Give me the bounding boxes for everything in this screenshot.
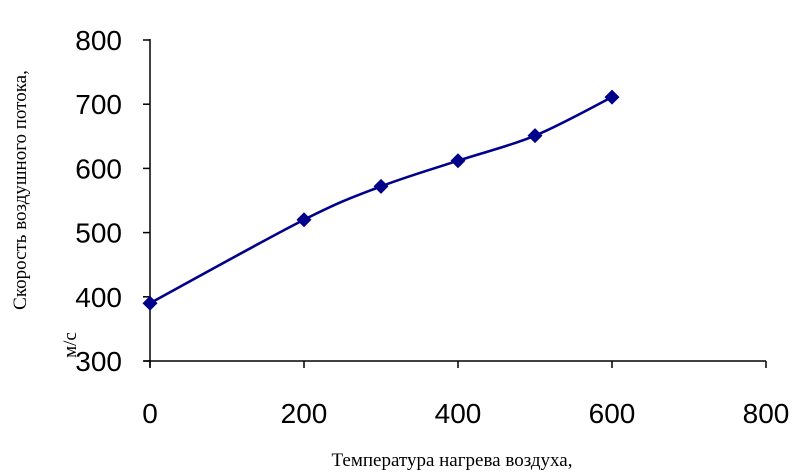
x-tick-label: 600 — [589, 398, 636, 429]
x-tick-label: 0 — [142, 398, 158, 429]
x-axis-title: Температура нагрева воздуха, — [332, 450, 573, 471]
data-point-marker — [604, 89, 620, 105]
y-tick-label: 500 — [75, 218, 122, 249]
y-tick-label: 600 — [75, 153, 122, 184]
data-point-marker — [142, 295, 158, 311]
y-tick-label: 400 — [75, 282, 122, 313]
data-point-marker — [527, 128, 543, 144]
axes — [144, 39, 766, 367]
ticks: 300 400 500 600 700 800 0 200 400 600 800 — [75, 25, 789, 429]
series — [142, 89, 620, 311]
x-tick-label: 200 — [281, 398, 328, 429]
y-tick-label: 700 — [75, 89, 122, 120]
data-point-marker — [373, 178, 389, 194]
y-axis-title: Скорость воздушного потока, — [10, 70, 31, 310]
data-point-marker — [296, 212, 312, 228]
y-tick-label: 800 — [75, 25, 122, 56]
x-tick-label: 800 — [743, 398, 790, 429]
y-tick-label: 300 — [75, 346, 122, 377]
x-tick-label: 400 — [435, 398, 482, 429]
data-point-marker — [450, 153, 466, 169]
y-axis-unit: м/с — [60, 332, 81, 358]
series-line — [149, 95, 613, 305]
